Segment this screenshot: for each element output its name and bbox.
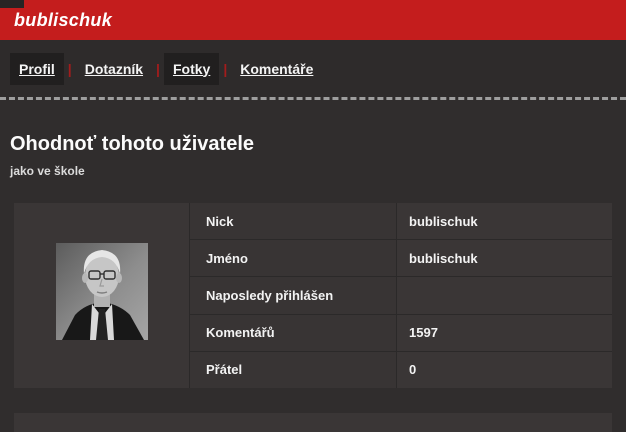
nav-separator: | (156, 60, 160, 77)
profile-photo[interactable] (55, 243, 148, 340)
row-value: 1597 (397, 314, 612, 351)
row-value (397, 277, 612, 314)
table-row: Komentářů 1597 (190, 314, 612, 352)
row-value: bublischuk (397, 203, 612, 240)
table-row: Naposledy přihlášen (190, 277, 612, 315)
row-label: Komentářů (190, 314, 397, 351)
page-title-username: bublischuk (14, 9, 113, 30)
photo-cell (14, 203, 190, 388)
nav-separator: | (67, 60, 72, 77)
profile-info-panel: Nick bublischuk Jméno bublischuk Naposle… (14, 203, 612, 389)
row-label: Jméno (190, 240, 397, 277)
dashed-divider (0, 97, 626, 100)
corner-notch (0, 0, 24, 8)
next-section-panel (14, 413, 612, 432)
row-label: Nick (190, 203, 397, 240)
row-label: Přátel (190, 351, 397, 389)
row-label: Naposledy přihlášen (190, 277, 397, 314)
profile-header: bublischuk (0, 0, 626, 40)
nav-tab-profil[interactable]: Profil (10, 52, 64, 85)
row-value: 0 (397, 351, 612, 389)
page-title: Ohodnoť tohoto uživatele (10, 133, 255, 155)
table-row: Přátel 0 (190, 351, 612, 389)
nav-tab-fotky[interactable]: Fotky (163, 52, 220, 85)
row-value: bublischuk (397, 240, 612, 277)
table-row: Jméno bublischuk (190, 240, 612, 278)
rate-section-header: Ohodnoť tohoto uživatele jako ve škole (0, 100, 626, 178)
nav-tab-dotaznik[interactable]: Dotazník (84, 60, 144, 77)
nav-tab-komentare[interactable]: Komentáře (240, 60, 314, 77)
profile-nav: Profil | Dotazník | Fotky | Komentáře (0, 40, 626, 97)
nav-separator: | (223, 60, 228, 77)
profile-info-table: Nick bublischuk Jméno bublischuk Naposle… (190, 203, 612, 389)
page-subtitle: jako ve škole (10, 164, 85, 178)
table-row: Nick bublischuk (190, 203, 612, 241)
